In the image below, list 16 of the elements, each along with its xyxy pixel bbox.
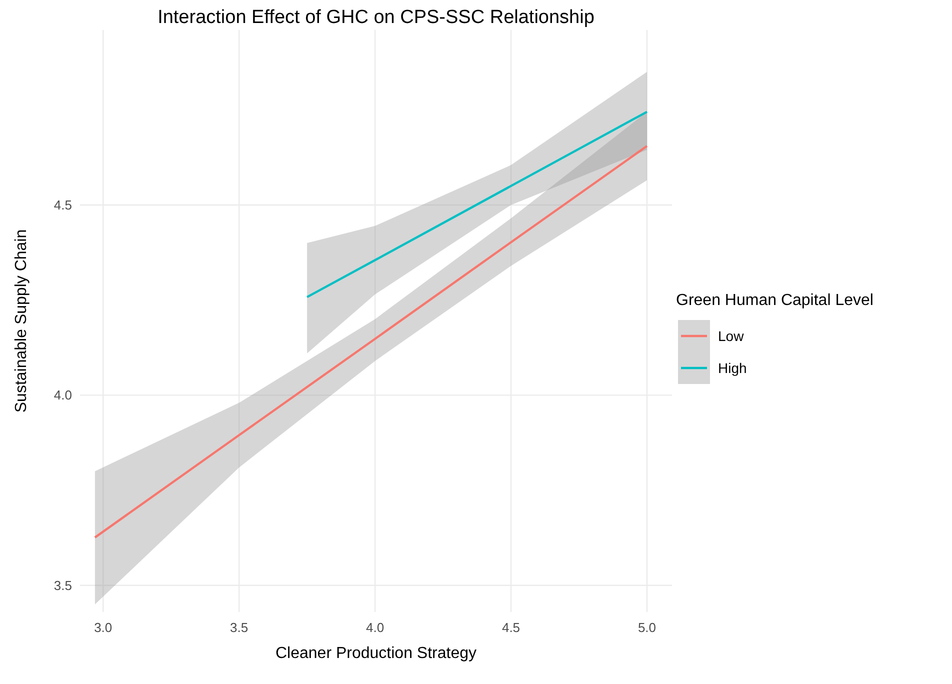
line-series [306, 110, 648, 298]
y-tick-label: 4.0 [54, 388, 72, 403]
x-tick-label: 4.5 [502, 620, 520, 635]
y-axis-title: Sustainable Supply Chain [13, 229, 30, 413]
y-tick-label: 4.5 [54, 197, 72, 212]
x-tick-label: 5.0 [638, 620, 656, 635]
x-tick-label: 3.0 [94, 620, 112, 635]
y-tick-label: 3.5 [54, 578, 72, 593]
line-series [94, 144, 648, 539]
x-tick-label: 4.0 [366, 620, 384, 635]
x-axis-title: Cleaner Production Strategy [276, 645, 476, 662]
chart-title: Interaction Effect of GHC on CPS-SSC Relationship [158, 7, 594, 28]
legend-label: High [718, 360, 747, 376]
legend-label: Low [718, 328, 745, 344]
legend-title: Green Human Capital Level [676, 292, 874, 309]
x-tick-label: 3.5 [230, 620, 248, 635]
